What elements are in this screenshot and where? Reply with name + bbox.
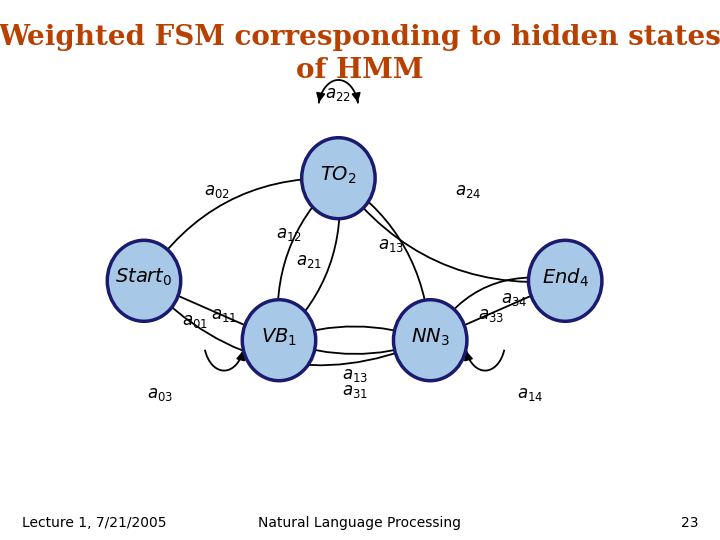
Text: $a_{34}$: $a_{34}$	[501, 291, 527, 308]
Ellipse shape	[242, 300, 316, 381]
Text: $a_{03}$: $a_{03}$	[147, 386, 174, 403]
FancyArrowPatch shape	[277, 181, 335, 338]
Text: of HMM: of HMM	[296, 57, 424, 84]
Ellipse shape	[107, 240, 181, 321]
Text: $a_{11}$: $a_{11}$	[211, 307, 237, 325]
Text: $a_{13}$: $a_{13}$	[378, 237, 405, 254]
Text: Natural Language Processing: Natural Language Processing	[258, 516, 462, 530]
Text: Lecture 1, 7/21/2005: Lecture 1, 7/21/2005	[22, 516, 166, 530]
Ellipse shape	[393, 300, 467, 381]
FancyArrowPatch shape	[282, 181, 340, 337]
Text: Weighted FSM corresponding to hidden states: Weighted FSM corresponding to hidden sta…	[0, 24, 720, 51]
Text: $NN_{3}$: $NN_{3}$	[411, 326, 449, 348]
Text: $a_{13}$: $a_{13}$	[341, 367, 368, 384]
Text: $a_{01}$: $a_{01}$	[182, 313, 208, 330]
Text: $a_{21}$: $a_{21}$	[296, 253, 322, 271]
Text: $a_{22}$: $a_{22}$	[325, 86, 351, 103]
FancyArrowPatch shape	[145, 174, 333, 279]
Text: $a_{14}$: $a_{14}$	[517, 386, 543, 403]
Text: 23: 23	[681, 516, 698, 530]
FancyArrowPatch shape	[340, 180, 560, 285]
FancyArrowPatch shape	[284, 326, 428, 340]
FancyArrowPatch shape	[433, 278, 562, 336]
Text: $a_{33}$: $a_{33}$	[477, 307, 504, 325]
FancyArrowPatch shape	[343, 181, 430, 338]
Text: $a_{31}$: $a_{31}$	[341, 383, 368, 400]
Text: $a_{02}$: $a_{02}$	[204, 183, 230, 200]
Text: $End_{4}$: $End_{4}$	[541, 266, 589, 289]
Text: $Start_{0}$: $Start_{0}$	[115, 267, 173, 288]
Text: $a_{24}$: $a_{24}$	[455, 183, 481, 200]
Text: $TO_{2}$: $TO_{2}$	[320, 164, 356, 186]
FancyArrowPatch shape	[146, 283, 426, 366]
FancyArrowPatch shape	[147, 282, 274, 339]
Ellipse shape	[528, 240, 602, 321]
FancyArrowPatch shape	[433, 282, 561, 339]
Text: $VB_{1}$: $VB_{1}$	[261, 326, 297, 348]
Ellipse shape	[302, 138, 375, 219]
Text: $a_{12}$: $a_{12}$	[276, 226, 302, 244]
FancyArrowPatch shape	[282, 341, 426, 354]
